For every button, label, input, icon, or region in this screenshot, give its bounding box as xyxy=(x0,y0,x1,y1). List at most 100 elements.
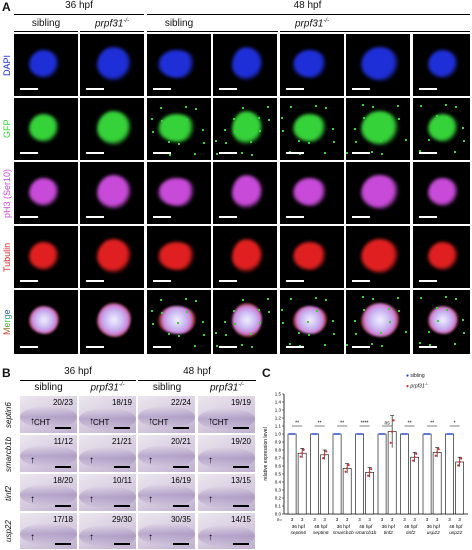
dot-mutant xyxy=(367,474,370,477)
embryo-count: 29/30 xyxy=(111,515,132,524)
speckle xyxy=(186,119,188,121)
speckle xyxy=(299,153,301,155)
arrow-icon: ↑ xyxy=(208,494,213,505)
embryo-count: 20/23 xyxy=(52,398,73,407)
speckle xyxy=(325,299,327,301)
micrograph-gfp-1 xyxy=(14,98,78,160)
speckle xyxy=(224,129,226,131)
speckle xyxy=(371,343,373,345)
category-gene-label: smarcb1b xyxy=(333,530,354,536)
speckle xyxy=(298,140,300,142)
legend: ● sibling ● prpf31-/- xyxy=(406,372,428,391)
n-value: 3 xyxy=(291,517,294,522)
speckle xyxy=(225,334,227,336)
tail-band xyxy=(20,406,77,428)
speckle xyxy=(381,345,383,347)
speckle xyxy=(388,116,390,118)
scale-bar xyxy=(419,216,437,218)
micrograph-ph3-4 xyxy=(213,162,277,224)
micrograph-gfp-7 xyxy=(413,98,470,160)
cell-nucleus xyxy=(29,114,59,142)
speckle xyxy=(298,332,300,334)
speckle xyxy=(397,297,399,299)
category-time-label: 36 hpf xyxy=(382,524,396,530)
dot-mutant xyxy=(458,460,461,464)
significance-label: **** xyxy=(361,421,369,427)
cell-nucleus xyxy=(428,50,458,78)
scale-bar xyxy=(286,346,304,348)
scale-bar xyxy=(233,543,249,545)
speckle xyxy=(428,139,430,141)
speckle xyxy=(398,118,400,120)
speckle xyxy=(251,154,253,156)
scale-bar xyxy=(173,505,189,507)
scale-bar xyxy=(153,280,171,282)
cell-nucleus xyxy=(97,303,131,337)
speckle xyxy=(455,298,457,300)
tail-band xyxy=(138,523,195,545)
speckle xyxy=(324,152,326,154)
scale-bar xyxy=(352,346,370,348)
bar-sibling xyxy=(332,433,342,515)
cell-nucleus xyxy=(29,242,59,270)
panel-a-subline xyxy=(147,31,278,32)
micrograph-tubulin-2 xyxy=(80,226,144,288)
scale-bar xyxy=(86,346,104,348)
scale-bar xyxy=(20,346,38,348)
cell-nucleus xyxy=(232,47,262,81)
scale-bar xyxy=(20,152,38,154)
micrograph-merge-1 xyxy=(14,290,78,354)
row-label-smarcb1b: smarcb1b xyxy=(4,436,13,472)
speckle xyxy=(308,334,310,336)
y-tick-label: 0.8 xyxy=(275,448,282,453)
speckle xyxy=(436,307,438,309)
scale-bar xyxy=(219,280,237,282)
scale-bar xyxy=(153,88,171,90)
cell-nucleus xyxy=(97,47,131,81)
legend-dot-sibling: ● xyxy=(406,373,410,379)
category-gene-label: tinf2 xyxy=(384,530,393,536)
micrograph-tubulin-5 xyxy=(280,226,344,288)
micrograph-merge-5 xyxy=(280,290,344,354)
bar-mutant xyxy=(455,461,465,515)
n-value: 3 xyxy=(368,517,371,522)
speckle xyxy=(251,346,253,348)
speckle xyxy=(388,308,390,310)
dot-mutant xyxy=(299,455,302,458)
insitu-image-septin6-2: 18/19 ↑ CHT xyxy=(79,396,136,433)
speckle xyxy=(316,118,318,120)
speckle xyxy=(405,139,407,141)
speckle xyxy=(290,106,292,108)
scale-bar xyxy=(86,88,104,90)
speckle xyxy=(234,131,236,133)
speckle xyxy=(420,105,422,107)
scale-bar xyxy=(286,216,304,218)
dot-mutant xyxy=(434,454,437,457)
panel-a-subline xyxy=(14,31,78,32)
panel-a-col-sibling-48: sibling xyxy=(164,18,194,29)
arrow-icon: ↑ xyxy=(208,532,213,543)
scale-bar xyxy=(173,466,189,468)
cell-nucleus xyxy=(158,178,196,206)
speckle xyxy=(195,108,197,110)
speckle xyxy=(289,343,291,345)
speckle xyxy=(324,344,326,346)
arrow-icon: ↑ xyxy=(30,416,35,427)
panel-b-col-mutant-48: prpf31-/- xyxy=(209,382,245,394)
insitu-image-usp22-4: 14/15 ↑ xyxy=(198,513,255,549)
row-label-ph3: pH3 (Ser10) xyxy=(2,168,12,218)
speckle xyxy=(282,130,284,132)
tail-band xyxy=(198,408,255,430)
speckle xyxy=(429,344,431,346)
speckle xyxy=(307,321,309,323)
tail-band xyxy=(79,525,136,547)
dot-mutant xyxy=(437,447,440,451)
speckle xyxy=(445,296,447,298)
arrow-icon: ↑ xyxy=(148,416,153,427)
speckle xyxy=(186,311,188,313)
speckle xyxy=(315,105,317,107)
tail-band xyxy=(79,408,136,430)
legend-dot-mutant: ● xyxy=(406,383,410,390)
bar-mutant xyxy=(320,454,329,515)
cell-nucleus xyxy=(361,303,399,337)
